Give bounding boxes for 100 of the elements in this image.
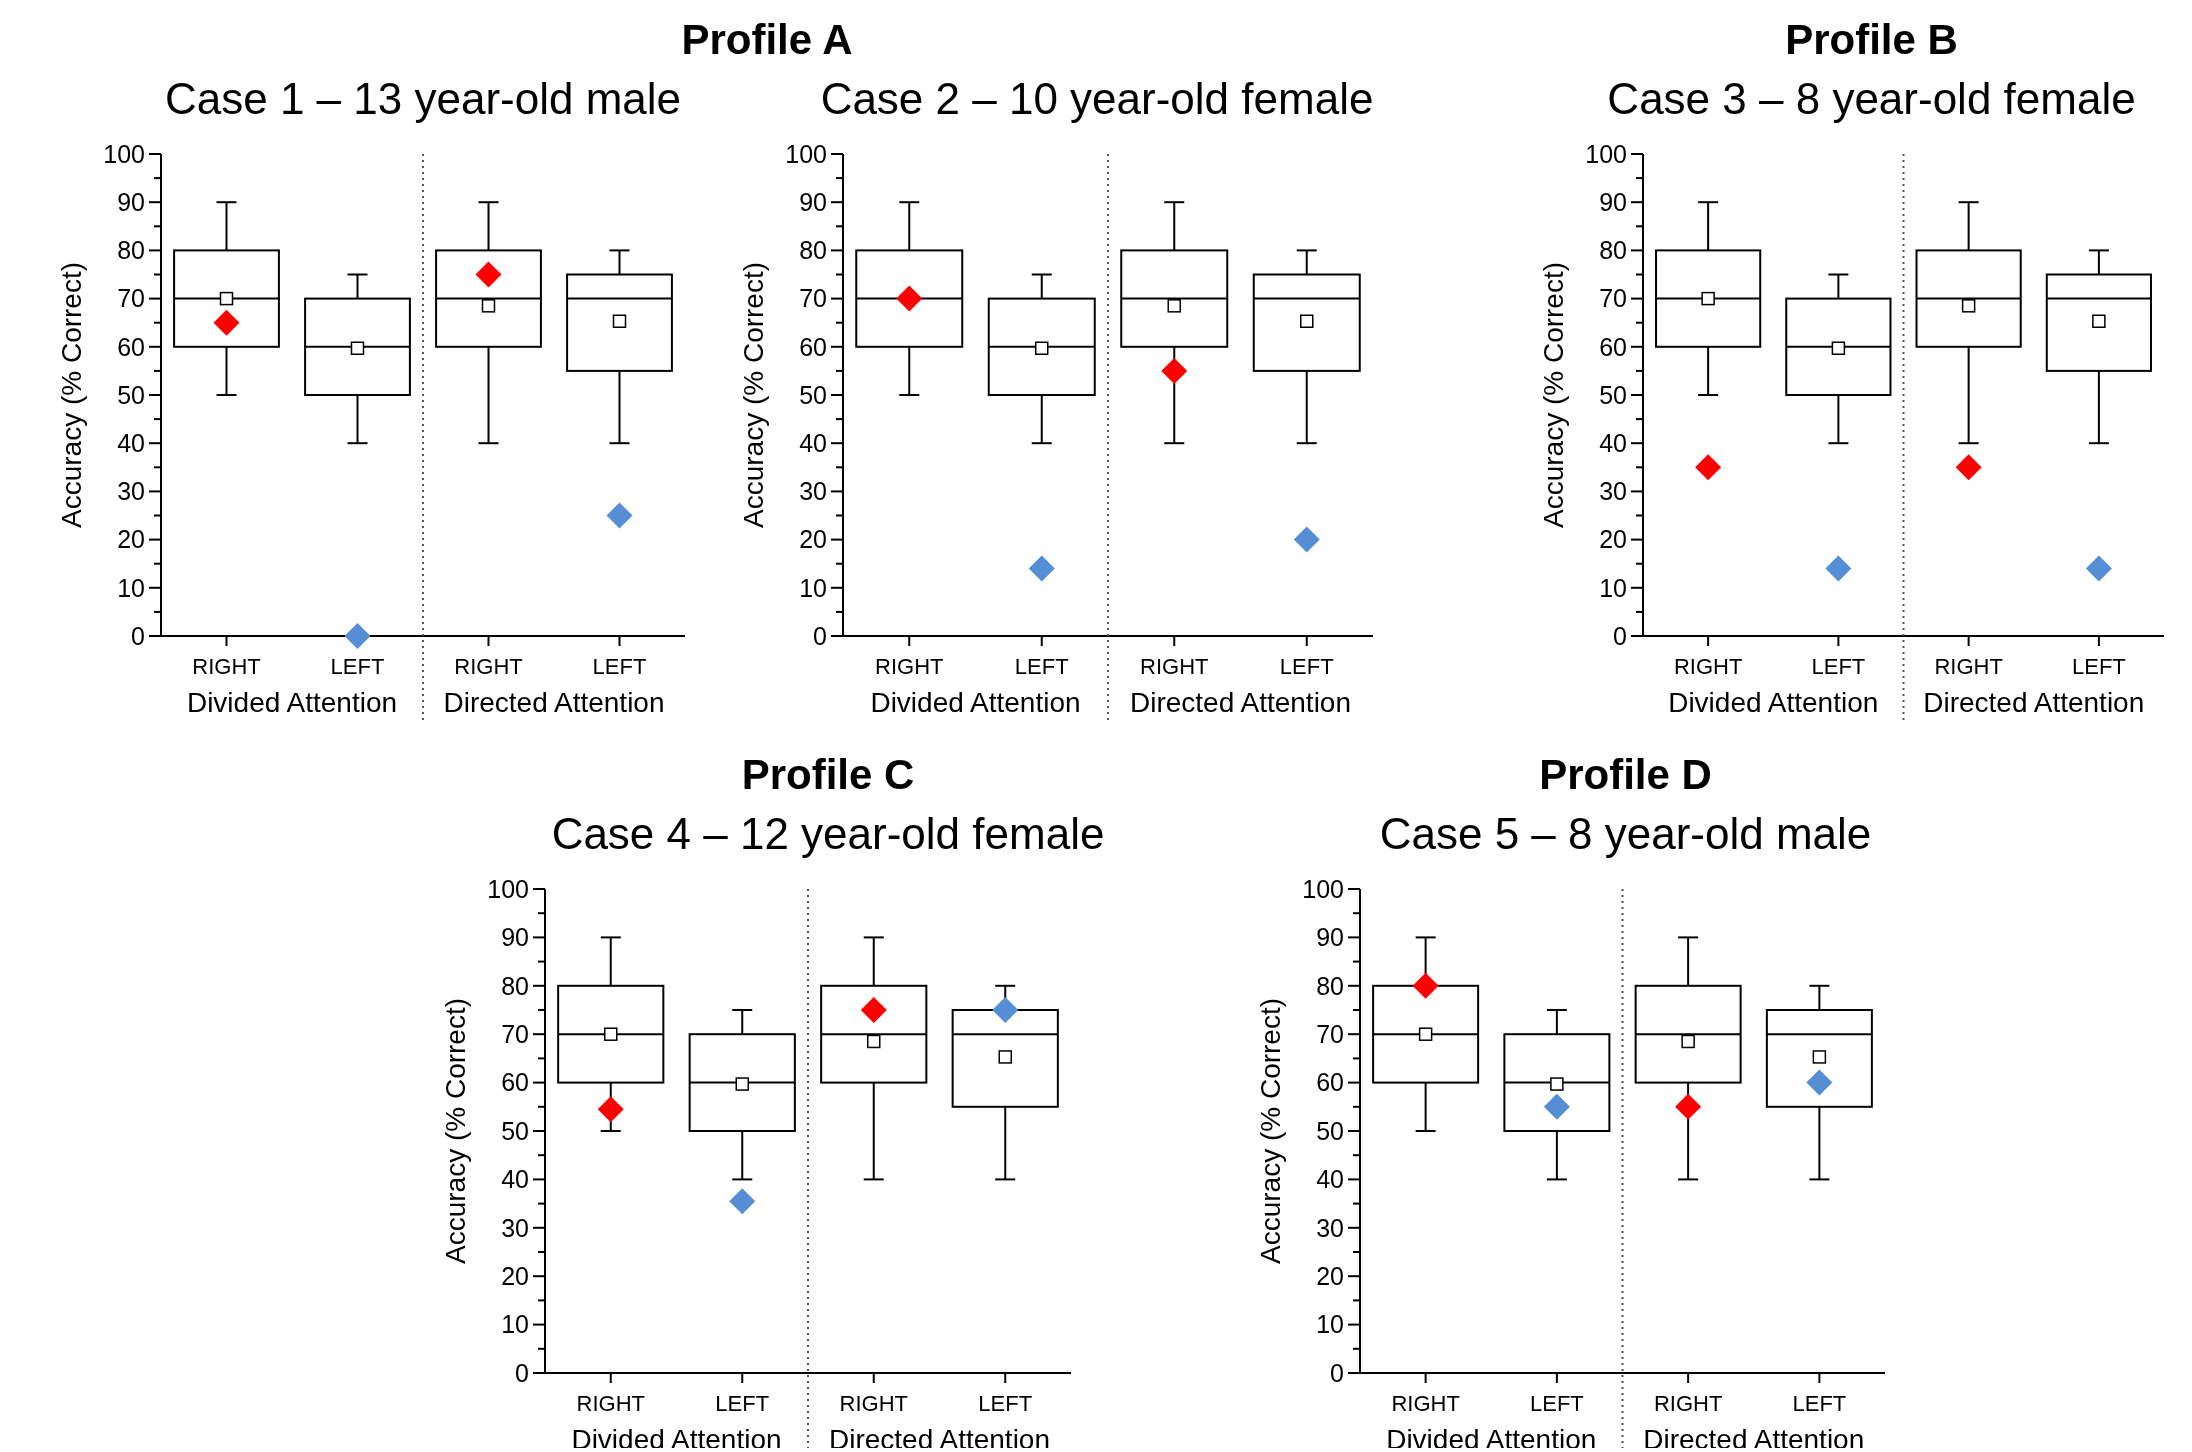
- x-tick-label: RIGHT: [839, 1391, 908, 1416]
- y-tick-label: 30: [117, 477, 145, 506]
- y-tick-label: 20: [1316, 1261, 1344, 1290]
- x-tick-label: LEFT: [978, 1391, 1033, 1416]
- x-tick-label: RIGHT: [1653, 1391, 1723, 1416]
- y-tick-label: 70: [799, 284, 827, 313]
- x-tick-label: RIGHT: [1673, 654, 1743, 679]
- y-tick-label: 20: [117, 525, 145, 554]
- text: Divided Attention: [186, 687, 398, 718]
- y-tick-label: 90: [501, 923, 529, 952]
- y-tick-label: 70: [1599, 284, 1627, 313]
- x-tick-label: LEFT: [1014, 654, 1069, 679]
- chart-subtitle: Case 3 – 8 year-old female: [1607, 74, 2136, 123]
- y-tick-label: 100: [103, 139, 145, 168]
- text: Divided Attention: [1668, 687, 1879, 718]
- text: Directed Attention: [443, 687, 665, 718]
- y-tick-label: 40: [117, 428, 145, 457]
- chart-subtitle: Case 5 – 8 year-old male: [1379, 809, 1872, 858]
- y-tick-label: 90: [799, 187, 827, 216]
- y-tick-label: 50: [1599, 380, 1627, 409]
- text: Directed Attention: [1923, 687, 2145, 718]
- y-tick-label: 80: [501, 971, 529, 1000]
- x-tick-label: LEFT: [1529, 1391, 1584, 1416]
- y-tick-label: 70: [501, 1019, 529, 1048]
- y-tick-label: 80: [117, 236, 145, 265]
- y-tick-label: 20: [799, 525, 827, 554]
- x-tick-label: LEFT: [592, 654, 647, 679]
- y-tick-label: 50: [1316, 1116, 1344, 1145]
- y-tick-label: 10: [1316, 1310, 1344, 1339]
- y-tick-label: 100: [487, 874, 529, 903]
- text: Divided Attention: [870, 687, 1081, 718]
- y-tick-label: 80: [799, 236, 827, 265]
- x-tick-label: RIGHT: [1934, 654, 2003, 679]
- x-tick-label: RIGHT: [454, 654, 523, 679]
- point: [606, 502, 633, 529]
- chart-title: Profile C: [741, 751, 915, 798]
- point: [1806, 1069, 1833, 1096]
- x-tick-label: LEFT: [1792, 1391, 1847, 1416]
- y-tick-label: 40: [1316, 1165, 1344, 1194]
- y-tick-label: 60: [1599, 332, 1627, 361]
- y-tick-label: 60: [1316, 1068, 1344, 1097]
- chart-subtitle: Case 4 – 12 year-old female: [551, 809, 1105, 858]
- y-tick-label: 20: [1599, 525, 1627, 554]
- y-tick-label: 80: [1316, 971, 1344, 1000]
- chart-title: Profile D: [1539, 751, 1712, 798]
- x-tick-label: RIGHT: [576, 1391, 645, 1416]
- chart-title: Profile B: [1785, 16, 1958, 63]
- y-axis-title: Accuracy (% Correct): [56, 261, 87, 529]
- y-tick-label: 80: [1599, 236, 1627, 265]
- y-tick-label: 90: [1599, 187, 1627, 216]
- y-tick-label: 0: [515, 1358, 529, 1387]
- y-tick-label: 100: [1302, 874, 1344, 903]
- point: [992, 997, 1019, 1023]
- y-tick-label: 10: [799, 573, 827, 602]
- y-tick-label: 40: [501, 1165, 529, 1194]
- y-tick-label: 30: [1599, 477, 1627, 506]
- y-tick-label: 50: [799, 380, 827, 409]
- y-tick-label: 70: [117, 284, 145, 313]
- y-tick-label: 90: [1316, 923, 1344, 952]
- y-tick-label: 100: [785, 139, 827, 168]
- y-tick-label: 30: [1316, 1213, 1344, 1242]
- y-tick-label: 50: [501, 1116, 529, 1145]
- y-tick-label: 60: [799, 332, 827, 361]
- x-tick-label: RIGHT: [192, 654, 261, 679]
- y-tick-label: 30: [799, 477, 827, 506]
- point: [860, 997, 887, 1023]
- y-tick-label: 0: [813, 621, 827, 650]
- x-tick-label: RIGHT: [1140, 654, 1209, 679]
- point: [213, 309, 240, 336]
- point: [475, 261, 502, 288]
- y-tick-label: 10: [117, 573, 145, 602]
- x-tick-label: LEFT: [1811, 654, 1866, 679]
- y-tick-label: 20: [501, 1261, 529, 1290]
- y-tick-label: 60: [117, 332, 145, 361]
- point: [1675, 1093, 1702, 1120]
- y-tick-label: 0: [131, 621, 145, 650]
- chart-subtitle: Case 2 – 10 year-old female: [820, 74, 1374, 123]
- x-tick-label: RIGHT: [1391, 1391, 1460, 1416]
- y-tick-label: 10: [501, 1310, 529, 1339]
- y-tick-label: 90: [117, 187, 145, 216]
- x-tick-label: LEFT: [2071, 654, 2126, 679]
- y-axis-title: Accuracy (% Correct): [1255, 997, 1286, 1265]
- point: [1543, 1093, 1570, 1120]
- y-tick-label: 50: [117, 380, 145, 409]
- point: [729, 1188, 756, 1215]
- chart-title: Profile A: [681, 16, 853, 63]
- y-tick-label: 70: [1316, 1019, 1344, 1048]
- x-tick-label: LEFT: [330, 654, 385, 679]
- y-axis-title: Accuracy (% Correct): [738, 261, 769, 529]
- y-axis-title: Accuracy (% Correct): [440, 997, 471, 1265]
- point: [1412, 972, 1439, 999]
- y-tick-label: 0: [1613, 621, 1627, 650]
- y-tick-label: 40: [799, 428, 827, 457]
- y-tick-label: 40: [1599, 428, 1627, 457]
- point: [1161, 357, 1188, 384]
- y-tick-label: 10: [1599, 573, 1627, 602]
- point: [344, 623, 371, 649]
- y-tick-label: 30: [501, 1213, 529, 1242]
- y-tick-label: 0: [1330, 1358, 1344, 1387]
- point: [597, 1096, 624, 1123]
